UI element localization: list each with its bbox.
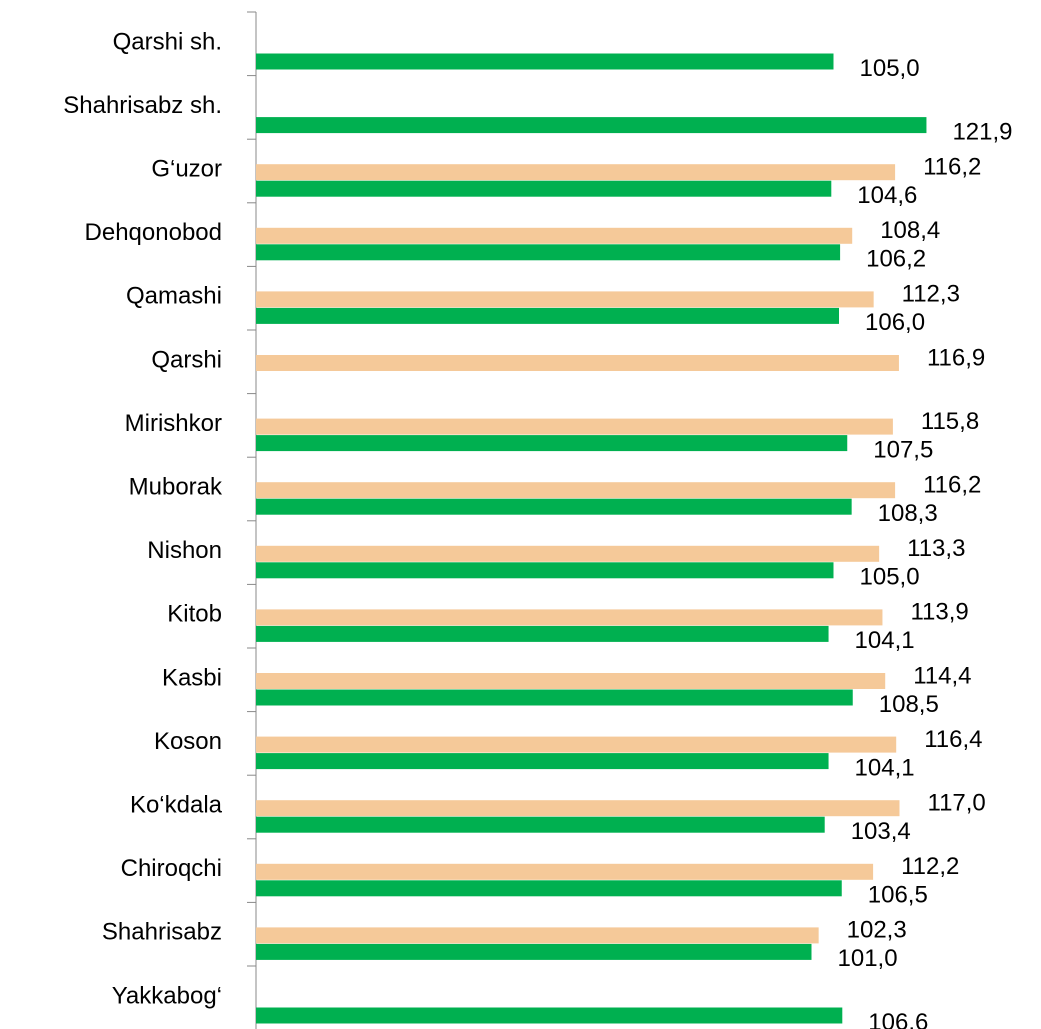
- bar: [256, 943, 812, 960]
- bar: [256, 355, 899, 371]
- bar: [256, 800, 900, 817]
- bar: [256, 53, 834, 70]
- data-label: 113,9: [910, 599, 968, 626]
- data-label: 114,4: [913, 662, 971, 689]
- bar: [256, 753, 829, 770]
- data-label: 108,3: [878, 500, 938, 527]
- y-tick-label: Koson: [154, 728, 222, 755]
- y-tick-label: Muborak: [129, 474, 223, 501]
- data-label: 102,3: [847, 917, 907, 944]
- bar: [256, 927, 819, 944]
- y-tick-label: G‘uzor: [151, 156, 222, 183]
- data-label: 106,5: [868, 882, 928, 909]
- data-label: 107,5: [873, 436, 933, 463]
- y-tick-label: Ko‘kdala: [130, 792, 223, 819]
- bar: [256, 863, 874, 880]
- data-label: 112,2: [901, 853, 959, 880]
- bar: [256, 482, 896, 499]
- data-label: 117,0: [928, 790, 986, 817]
- bar: [256, 164, 896, 181]
- bar: [256, 625, 829, 642]
- bar: [256, 227, 853, 244]
- data-label: 116,9: [927, 344, 985, 371]
- data-label: 116,2: [923, 472, 981, 499]
- bar: [256, 545, 880, 562]
- y-tick-label: Mirishkor: [125, 410, 222, 437]
- data-label: 104,1: [855, 754, 915, 781]
- bar: [256, 816, 825, 833]
- data-label: 104,1: [855, 627, 915, 654]
- data-label: 106,0: [865, 309, 925, 336]
- bar: [256, 307, 839, 324]
- bar: [256, 291, 874, 308]
- y-tick-label: Kitob: [167, 601, 222, 628]
- data-label: 103,4: [851, 818, 911, 845]
- data-label: 108,5: [879, 691, 939, 718]
- y-tick-label: Shahrisabz: [102, 919, 222, 946]
- data-label: 116,4: [924, 726, 982, 753]
- bar: [256, 117, 927, 134]
- y-tick-label: Qarshi: [151, 346, 222, 373]
- bar: [256, 435, 848, 452]
- y-tick-label: Qamashi: [126, 283, 222, 310]
- y-tick-label: Shahrisabz sh.: [63, 92, 222, 119]
- data-label: 112,3: [902, 281, 960, 308]
- bar: [256, 180, 832, 197]
- bar: [256, 562, 834, 579]
- data-label: 106,6: [868, 1009, 928, 1029]
- bar: [256, 244, 841, 261]
- bar: [256, 418, 893, 435]
- data-label: 105,0: [860, 55, 920, 82]
- y-tick-label: Dehqonobod: [85, 219, 222, 246]
- bar: [256, 880, 842, 897]
- data-label: 113,3: [907, 535, 965, 562]
- data-label: 121,9: [952, 118, 1012, 145]
- data-label: 116,2: [923, 154, 981, 181]
- y-tick-label: Kasbi: [162, 664, 222, 691]
- data-label: 108,4: [880, 217, 940, 244]
- data-label: 106,2: [866, 246, 926, 273]
- y-tick-label: Nishon: [147, 537, 222, 564]
- bar: [256, 736, 897, 753]
- bar: [256, 498, 852, 515]
- y-tick-label: Chiroqchi: [121, 855, 222, 882]
- bar: [256, 609, 883, 626]
- y-tick-label: Yakkabog‘: [112, 982, 222, 1009]
- data-label: 104,6: [857, 182, 917, 209]
- y-tick-label: Qarshi sh.: [113, 28, 222, 55]
- bar: [256, 1007, 843, 1024]
- data-label: 105,0: [860, 564, 920, 591]
- data-label: 101,0: [838, 945, 898, 972]
- bar: [256, 673, 886, 689]
- bar: [256, 689, 853, 706]
- data-label: 115,8: [921, 408, 979, 435]
